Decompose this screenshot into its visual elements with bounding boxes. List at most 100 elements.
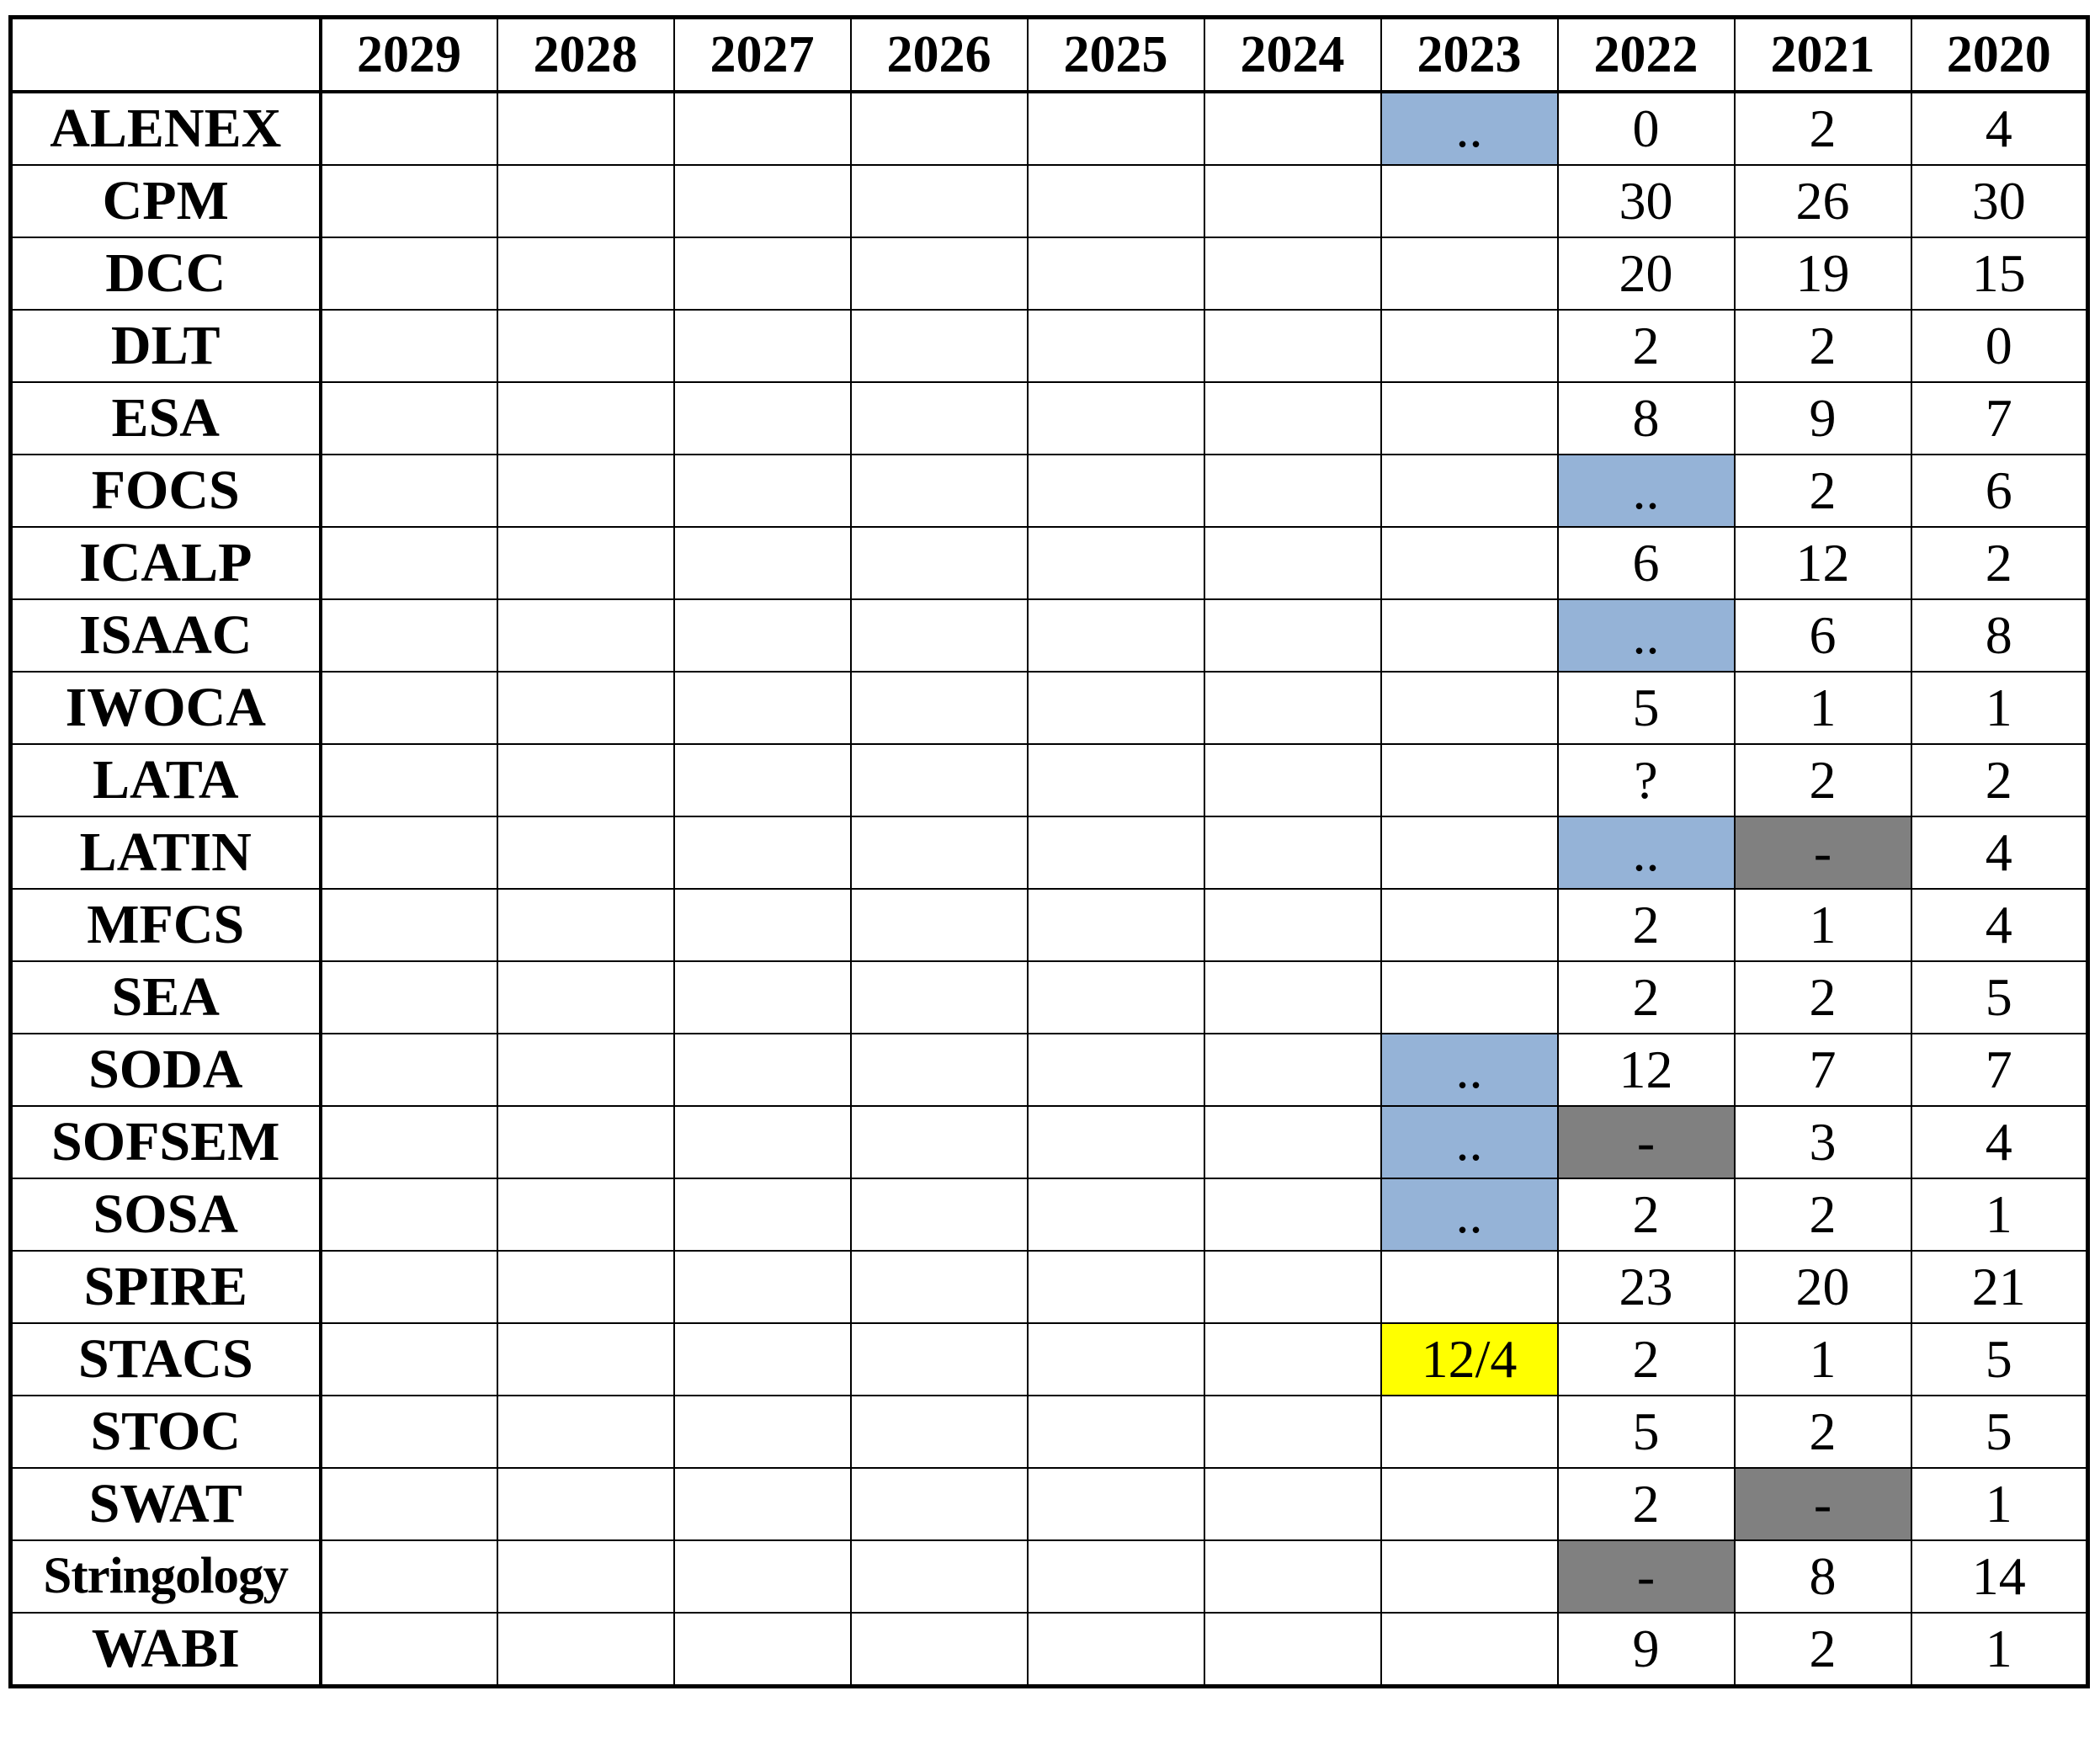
cell-2022: 20 <box>1556 237 1736 311</box>
cell-2023 <box>1380 454 1559 528</box>
cell-2020: 4 <box>1910 1105 2089 1179</box>
cell-2020: 4 <box>1910 91 2089 166</box>
cell-2025 <box>1026 91 1205 166</box>
cell-2024 <box>1203 1612 1382 1688</box>
cell-2025 <box>1026 816 1205 890</box>
cell-2025 <box>1026 671 1205 745</box>
cell-2026 <box>849 888 1029 962</box>
cell-2020: 1 <box>1910 1178 2089 1252</box>
cell-2025 <box>1026 164 1205 238</box>
cell-2026 <box>849 91 1029 166</box>
cell-2028 <box>496 1395 675 1469</box>
conference-name: STOC <box>9 1395 322 1469</box>
cell-2027 <box>673 1539 852 1614</box>
cell-2026 <box>849 743 1029 817</box>
cell-2022: 12 <box>1556 1033 1736 1107</box>
cell-2028 <box>496 309 675 383</box>
cell-2027 <box>673 1178 852 1252</box>
cell-2023: .. <box>1380 1178 1559 1252</box>
cell-2029 <box>319 526 498 600</box>
cell-2026 <box>849 960 1029 1034</box>
cell-2029 <box>319 1612 498 1688</box>
year-header-2022: 2022 <box>1556 16 1736 93</box>
cell-2026 <box>849 454 1029 528</box>
cell-2027 <box>673 1250 852 1324</box>
cell-2022: .. <box>1556 816 1736 890</box>
cell-2029 <box>319 237 498 311</box>
cell-2021: 2 <box>1733 1612 1912 1688</box>
cell-2028 <box>496 1105 675 1179</box>
cell-2026 <box>849 1322 1029 1396</box>
corner-cell <box>9 16 322 93</box>
cell-2020: 21 <box>1910 1250 2089 1324</box>
cell-2027 <box>673 91 852 166</box>
cell-2024 <box>1203 743 1382 817</box>
cell-2026 <box>849 1178 1029 1252</box>
cell-2029 <box>319 671 498 745</box>
cell-2024 <box>1203 960 1382 1034</box>
cell-2026 <box>849 1033 1029 1107</box>
cell-2025 <box>1026 1322 1205 1396</box>
cell-2023 <box>1380 164 1559 238</box>
table-row: Stringology -8 14 <box>9 1539 2089 1614</box>
conference-name: ISAAC <box>9 598 322 673</box>
cell-2020: 5 <box>1910 960 2089 1034</box>
cell-2029 <box>319 454 498 528</box>
cell-2028 <box>496 164 675 238</box>
conference-name: ESA <box>9 381 322 455</box>
cell-2022: 2 <box>1556 1467 1736 1541</box>
table-row: FOCS.. 2 6 <box>9 454 2089 528</box>
conference-name: SOSA <box>9 1178 322 1252</box>
cell-2023 <box>1380 1467 1559 1541</box>
cell-2024 <box>1203 454 1382 528</box>
cell-2022: .. <box>1556 598 1736 673</box>
table-row: DCC 20 19 15 <box>9 237 2089 311</box>
table-row: SOFSEM.. -3 4 <box>9 1105 2089 1179</box>
table-row: WABI 9 2 1 <box>9 1612 2089 1688</box>
year-header-2020: 2020 <box>1910 16 2089 93</box>
cell-2026 <box>849 237 1029 311</box>
cell-2023 <box>1380 671 1559 745</box>
cell-2022: 23 <box>1556 1250 1736 1324</box>
year-header-2028: 2028 <box>496 16 675 93</box>
cell-2022: 8 <box>1556 381 1736 455</box>
conference-name: STACS <box>9 1322 322 1396</box>
cell-2026 <box>849 816 1029 890</box>
cell-2023 <box>1380 1539 1559 1614</box>
cell-2024 <box>1203 91 1382 166</box>
table-row: LATA? 2 2 <box>9 743 2089 817</box>
cell-2026 <box>849 671 1029 745</box>
cell-2020: 2 <box>1910 743 2089 817</box>
cell-2025 <box>1026 454 1205 528</box>
cell-2026 <box>849 381 1029 455</box>
cell-2021: 2 <box>1733 1395 1912 1469</box>
cell-2020: 30 <box>1910 164 2089 238</box>
cell-2028 <box>496 526 675 600</box>
cell-2029 <box>319 1105 498 1179</box>
cell-2025 <box>1026 1178 1205 1252</box>
cell-2024 <box>1203 1467 1382 1541</box>
cell-2026 <box>849 164 1029 238</box>
cell-2024 <box>1203 1105 1382 1179</box>
cell-2025 <box>1026 743 1205 817</box>
cell-2023 <box>1380 237 1559 311</box>
cell-2024 <box>1203 1539 1382 1614</box>
cell-2023 <box>1380 743 1559 817</box>
cell-2025 <box>1026 1612 1205 1688</box>
cell-2028 <box>496 960 675 1034</box>
cell-2022: 5 <box>1556 671 1736 745</box>
table-body: ALENEX.. 0 2 4 CPM 30 26 30 DCC 20 19 15 DLT 2 2 0 ESA 8 9… <box>9 91 2089 1688</box>
cell-2020: 15 <box>1910 237 2089 311</box>
conference-name: SEA <box>9 960 322 1034</box>
cell-2027 <box>673 743 852 817</box>
cell-2021: 1 <box>1733 671 1912 745</box>
cell-2021: 2 <box>1733 743 1912 817</box>
cell-2029 <box>319 1178 498 1252</box>
cell-2021: 8 <box>1733 1539 1912 1614</box>
table-header: 2029 2028 2027 2026 2025 2024 2023 2022 2021 2020 <box>9 16 2089 93</box>
cell-2024 <box>1203 164 1382 238</box>
cell-2024 <box>1203 816 1382 890</box>
cell-2028 <box>496 598 675 673</box>
cell-2026 <box>849 1395 1029 1469</box>
cell-2027 <box>673 1612 852 1688</box>
